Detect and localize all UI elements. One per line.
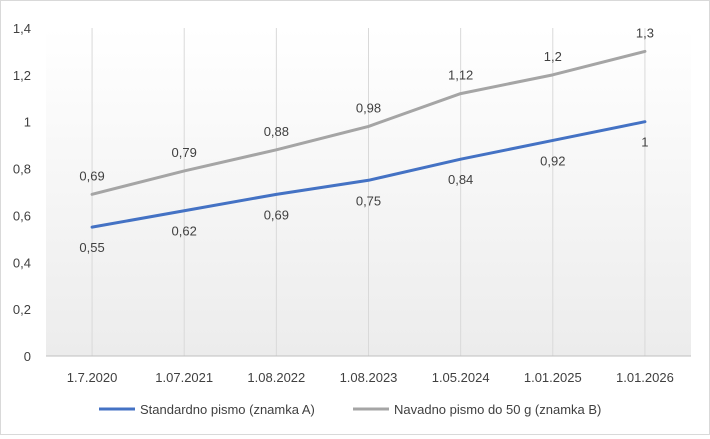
y-tick-label: 0,8 <box>13 162 31 177</box>
data-label: 0,69 <box>79 168 104 183</box>
data-label: 0,62 <box>172 224 197 239</box>
x-tick-label: 1.08.2023 <box>340 370 398 385</box>
y-tick-label: 0,4 <box>13 255 31 270</box>
series-layer <box>90 49 647 229</box>
legend-label: Standardno pismo (znamka A) <box>140 402 315 417</box>
data-label: 0,84 <box>448 172 473 187</box>
y-tick-label: 0 <box>24 349 31 364</box>
y-tick-label: 1 <box>24 115 31 130</box>
legend: Standardno pismo (znamka A) Navadno pismo… <box>99 402 601 417</box>
data-label-layer: 0,55 0,62 0,69 0,75 0,84 0,92 1 0,69 0,79 0,88 0,9… <box>79 25 654 255</box>
data-label: 0,88 <box>264 124 289 139</box>
x-tick-label: 1.08.2022 <box>247 370 305 385</box>
x-tick-label: 1.01.2025 <box>524 370 582 385</box>
x-tick-label: 1.05.2024 <box>432 370 490 385</box>
y-tick-label: 1,4 <box>13 21 31 36</box>
data-label: 1,12 <box>448 68 473 83</box>
series-line <box>90 49 647 196</box>
data-label: 0,75 <box>356 193 381 208</box>
data-label: 0,79 <box>172 145 197 160</box>
y-tick-label: 0,2 <box>13 302 31 317</box>
data-label: 0,55 <box>79 240 104 255</box>
legend-label: Navadno pismo do 50 g (znamka B) <box>394 402 601 417</box>
data-label: 1,2 <box>544 49 562 64</box>
series-line <box>90 120 647 229</box>
data-label: 1 <box>641 135 648 150</box>
x-tick-label: 1.07.2021 <box>155 370 213 385</box>
x-tick-label: 1.7.2020 <box>67 370 118 385</box>
x-tick-label: 1.01.2026 <box>616 370 674 385</box>
data-label: 0,92 <box>540 153 565 168</box>
y-tick-label: 1,2 <box>13 68 31 83</box>
y-tick-label: 0,6 <box>13 208 31 223</box>
data-label: 0,69 <box>264 207 289 222</box>
axis-layer: 0 0,2 0,4 0,6 0,8 1 1,2 1,4 1.7.2020 1.07.2021 1.0… <box>13 21 691 385</box>
data-label: 1,3 <box>636 25 654 40</box>
data-label: 0,98 <box>356 100 381 115</box>
grid-layer <box>91 28 646 356</box>
